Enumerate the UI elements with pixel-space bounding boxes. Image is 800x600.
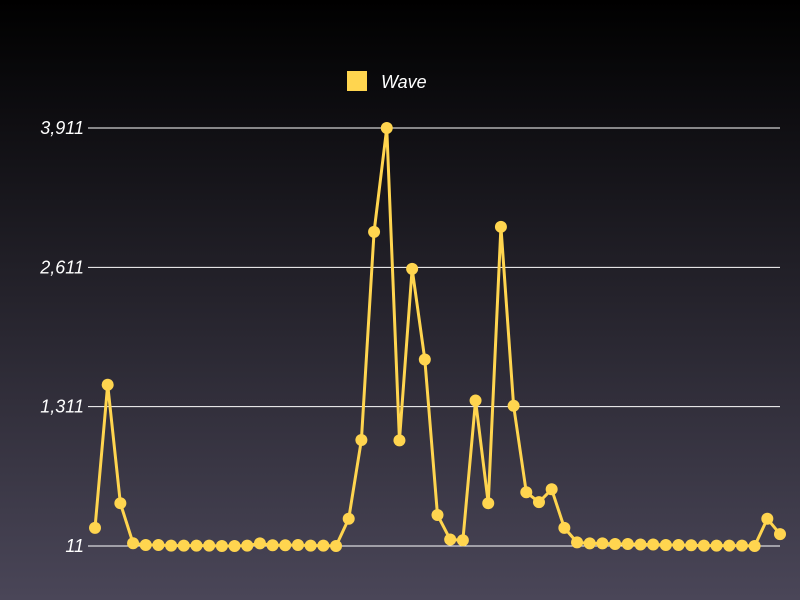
data-point — [291, 539, 304, 552]
data-point — [190, 539, 203, 552]
data-point — [139, 539, 152, 552]
data-point — [253, 537, 266, 550]
data-point — [127, 537, 140, 550]
data-point — [177, 539, 190, 552]
data-point — [697, 539, 710, 552]
data-point — [317, 539, 330, 552]
data-point — [165, 539, 178, 552]
data-point — [634, 538, 647, 551]
data-point — [469, 394, 482, 407]
y-tick-label: 3,911 — [40, 118, 84, 138]
data-point — [558, 521, 571, 534]
series-line-wave — [93, 126, 782, 548]
data-point — [532, 496, 545, 509]
data-point — [330, 540, 343, 552]
data-point — [368, 225, 381, 238]
data-point — [431, 509, 444, 522]
data-point — [444, 533, 457, 546]
data-point — [279, 539, 292, 552]
data-point — [393, 434, 406, 447]
data-point — [355, 433, 368, 446]
y-tick-label: 11 — [65, 536, 84, 556]
data-point — [494, 220, 507, 233]
data-point — [672, 539, 685, 552]
data-point — [304, 539, 317, 552]
data-point — [203, 539, 216, 552]
y-axis-labels: 11 1,311 2,611 3,911 — [39, 118, 84, 556]
data-point — [507, 399, 520, 412]
y-tick-label: 1,311 — [40, 397, 84, 417]
data-point — [380, 122, 393, 134]
data-point — [241, 539, 254, 552]
data-point — [723, 539, 736, 552]
y-tick-label: 2,611 — [39, 257, 84, 277]
data-point — [114, 497, 127, 510]
data-point — [418, 353, 431, 366]
data-point — [735, 539, 748, 552]
data-point — [774, 528, 786, 541]
data-point — [583, 537, 596, 550]
data-point — [710, 539, 723, 552]
data-point — [266, 539, 279, 552]
data-point — [545, 483, 558, 496]
data-point — [89, 521, 101, 534]
data-point — [228, 540, 241, 552]
data-point — [482, 497, 495, 510]
data-point — [659, 539, 672, 552]
data-point — [571, 536, 584, 549]
data-point — [215, 540, 228, 552]
data-point — [748, 540, 761, 552]
legend-swatch — [347, 71, 367, 91]
data-point — [342, 512, 355, 525]
data-point — [456, 534, 469, 547]
data-point — [609, 537, 622, 550]
data-point — [101, 378, 114, 391]
series-wave — [89, 122, 786, 552]
data-point — [685, 539, 698, 552]
data-point — [406, 262, 419, 275]
data-point — [520, 486, 533, 499]
legend: Wave — [347, 71, 427, 92]
data-point — [621, 537, 634, 550]
legend-label-wave: Wave — [381, 72, 427, 92]
data-point — [152, 539, 165, 552]
data-point — [761, 512, 774, 525]
data-point — [647, 538, 660, 551]
data-point — [596, 537, 609, 550]
